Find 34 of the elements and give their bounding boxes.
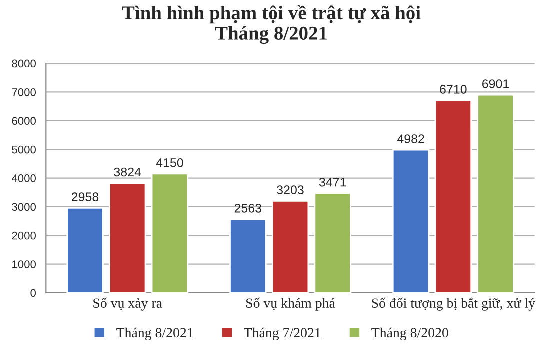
data-label: 4150 [156,158,184,168]
bar [108,182,146,293]
bar [66,207,104,293]
bar [314,192,352,293]
data-label: 2958 [72,192,99,202]
y-tick-label: 8000 [12,60,36,68]
legend-label: Tháng 8/2021 [116,328,194,340]
x-tick-label: Số đối tượng bị bắt giữ, xử lý [372,298,536,311]
data-label: 6901 [482,80,510,88]
legend-label: Tháng 8/2020 [372,328,448,340]
y-tick-label: 7000 [12,88,36,96]
y-tick-label: 1000 [12,260,36,268]
bar [392,149,430,293]
x-tick-label: Số vụ khám phá [246,298,336,311]
y-tick-label: 4000 [12,174,36,182]
y-tick-label: 5000 [12,146,36,154]
bar [230,218,267,293]
data-label: 6710 [440,85,467,94]
y-tick-label: 3000 [12,203,36,212]
x-tick-label: Số vụ xảy ra [94,298,162,311]
bar [477,94,514,293]
data-label: 3471 [319,178,346,187]
chart-title: Tình hình phạm tội về trật tự xã hội Tháng 8/2021 [122,5,421,44]
bar [434,100,472,293]
data-label: 3824 [114,168,142,177]
legend-label: Tháng 7/2021 [244,328,321,340]
data-label: 2563 [234,204,262,213]
data-label: 3203 [277,186,304,194]
bar [272,200,310,293]
y-tick-label: 6000 [12,117,36,126]
y-tick-label: 0 [30,289,36,298]
data-label: 4982 [397,134,424,144]
y-tick-label: 2000 [12,232,36,240]
bar [151,173,189,293]
